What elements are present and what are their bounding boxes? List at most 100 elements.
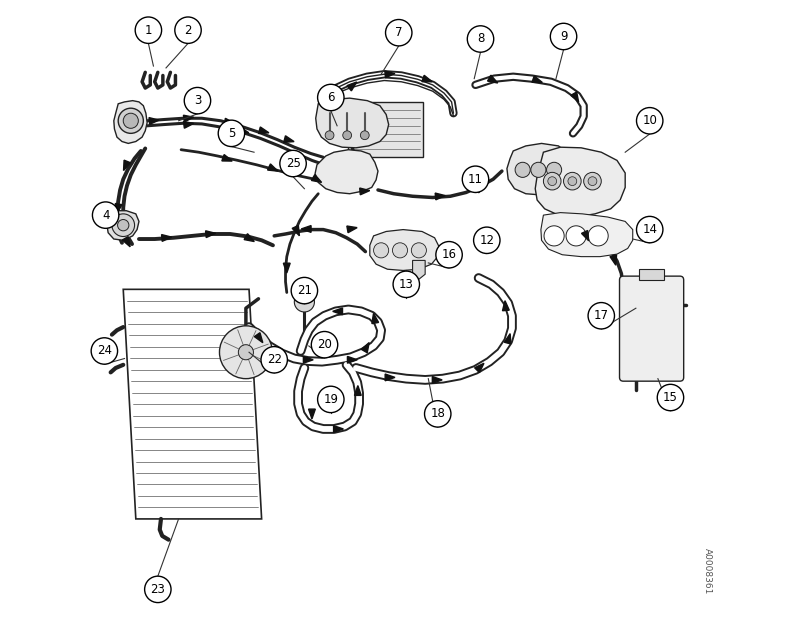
Polygon shape xyxy=(475,184,485,192)
Text: 12: 12 xyxy=(479,234,494,247)
Circle shape xyxy=(544,226,564,246)
Polygon shape xyxy=(570,92,578,102)
Polygon shape xyxy=(385,71,395,78)
Polygon shape xyxy=(292,225,299,236)
Circle shape xyxy=(91,338,118,364)
Circle shape xyxy=(374,243,389,258)
Polygon shape xyxy=(311,175,322,182)
Polygon shape xyxy=(504,333,511,344)
Polygon shape xyxy=(303,357,313,363)
Polygon shape xyxy=(435,193,446,200)
Circle shape xyxy=(145,576,171,603)
Polygon shape xyxy=(183,115,194,122)
Polygon shape xyxy=(302,226,311,232)
Circle shape xyxy=(515,162,530,177)
Text: 3: 3 xyxy=(194,94,201,107)
Text: 19: 19 xyxy=(323,393,338,406)
Polygon shape xyxy=(122,237,130,247)
Polygon shape xyxy=(149,118,159,125)
Polygon shape xyxy=(474,364,484,372)
Circle shape xyxy=(342,131,351,140)
Text: 22: 22 xyxy=(266,353,282,366)
Circle shape xyxy=(436,242,462,268)
Bar xyxy=(349,102,422,157)
Polygon shape xyxy=(334,426,343,432)
Circle shape xyxy=(261,347,287,373)
Polygon shape xyxy=(309,409,315,419)
Polygon shape xyxy=(123,289,262,519)
Text: 10: 10 xyxy=(642,114,657,127)
Polygon shape xyxy=(316,98,389,148)
Polygon shape xyxy=(347,226,357,233)
Polygon shape xyxy=(224,118,234,125)
Polygon shape xyxy=(162,235,172,242)
Polygon shape xyxy=(222,155,232,161)
Polygon shape xyxy=(284,136,294,142)
Text: 25: 25 xyxy=(286,157,301,170)
Polygon shape xyxy=(123,160,130,170)
Polygon shape xyxy=(370,230,439,270)
Circle shape xyxy=(135,17,162,43)
Circle shape xyxy=(93,202,119,228)
Polygon shape xyxy=(385,374,395,381)
Polygon shape xyxy=(107,211,139,240)
Polygon shape xyxy=(315,150,378,194)
Text: 23: 23 xyxy=(150,583,166,596)
Polygon shape xyxy=(532,76,542,82)
Polygon shape xyxy=(362,343,369,353)
Polygon shape xyxy=(267,164,278,171)
Text: 4: 4 xyxy=(102,209,110,221)
Circle shape xyxy=(588,177,597,186)
Circle shape xyxy=(658,384,684,411)
Polygon shape xyxy=(432,377,442,383)
Circle shape xyxy=(218,120,245,147)
Circle shape xyxy=(588,226,608,246)
Text: 20: 20 xyxy=(317,338,332,351)
Circle shape xyxy=(325,131,334,140)
Circle shape xyxy=(531,162,546,177)
Text: 8: 8 xyxy=(477,33,484,45)
Text: 11: 11 xyxy=(468,173,483,186)
Polygon shape xyxy=(297,296,312,308)
Circle shape xyxy=(474,227,500,253)
Circle shape xyxy=(112,214,134,237)
Polygon shape xyxy=(183,121,194,128)
Circle shape xyxy=(291,277,318,304)
Circle shape xyxy=(588,303,614,329)
Circle shape xyxy=(118,220,129,231)
Circle shape xyxy=(184,87,210,114)
Polygon shape xyxy=(238,127,249,133)
Text: 16: 16 xyxy=(442,248,457,261)
Polygon shape xyxy=(502,301,510,311)
Polygon shape xyxy=(582,230,589,241)
Text: 6: 6 xyxy=(327,91,334,104)
Circle shape xyxy=(425,401,451,427)
Circle shape xyxy=(280,150,306,177)
Circle shape xyxy=(311,331,338,358)
Polygon shape xyxy=(541,213,633,257)
Circle shape xyxy=(294,292,314,312)
Circle shape xyxy=(566,226,586,246)
Circle shape xyxy=(175,17,202,43)
Circle shape xyxy=(546,162,562,177)
Polygon shape xyxy=(372,313,378,323)
Circle shape xyxy=(360,131,369,140)
Circle shape xyxy=(219,326,272,379)
Text: 14: 14 xyxy=(642,223,658,236)
Text: A0008361: A0008361 xyxy=(702,548,711,594)
Circle shape xyxy=(467,26,494,52)
Text: 9: 9 xyxy=(560,30,567,43)
Circle shape xyxy=(318,386,344,413)
Polygon shape xyxy=(347,82,357,91)
Text: 15: 15 xyxy=(663,391,678,404)
Circle shape xyxy=(238,345,254,360)
Circle shape xyxy=(411,243,426,258)
Circle shape xyxy=(550,23,577,50)
Circle shape xyxy=(123,113,138,128)
Text: 13: 13 xyxy=(399,278,414,291)
Polygon shape xyxy=(535,147,625,217)
Text: 5: 5 xyxy=(228,127,235,140)
Polygon shape xyxy=(360,188,370,195)
Text: 18: 18 xyxy=(430,408,445,420)
Circle shape xyxy=(548,177,557,186)
